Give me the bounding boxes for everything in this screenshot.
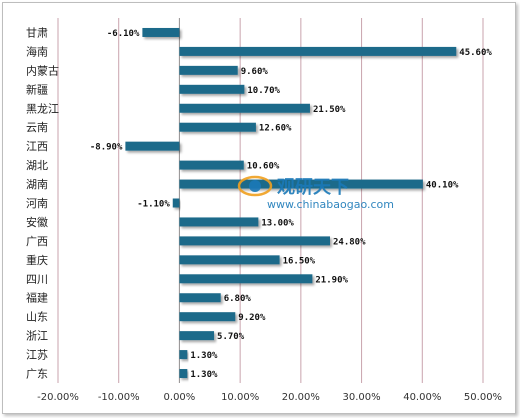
category-label: 甘肃 xyxy=(26,26,48,39)
category-label: 湖南 xyxy=(26,178,48,191)
value-label: 1.30% xyxy=(190,370,218,380)
watermark: 观研天下 www.chinabaogao.com xyxy=(237,175,394,211)
category-label: 江西 xyxy=(26,140,48,153)
bar xyxy=(179,331,215,341)
bar xyxy=(179,350,188,360)
x-tick-label: 50.00% xyxy=(464,392,502,403)
value-label: 40.10% xyxy=(426,181,459,191)
x-tick-label: 30.00% xyxy=(343,392,381,403)
category-label: 河南 xyxy=(26,197,48,210)
category-label: 云南 xyxy=(26,121,48,134)
bar xyxy=(179,217,259,227)
value-label: 6.80% xyxy=(224,294,252,304)
bar xyxy=(179,103,310,113)
value-label: 16.50% xyxy=(283,256,316,266)
category-label: 四川 xyxy=(26,273,48,286)
value-label: 10.60% xyxy=(247,162,280,172)
bar xyxy=(125,141,180,151)
x-tick-label: -10.00% xyxy=(98,392,140,403)
bar xyxy=(179,312,236,322)
value-label: 9.60% xyxy=(241,67,269,77)
bar xyxy=(179,274,313,284)
x-tick-label: 0.00% xyxy=(164,392,196,403)
watermark-cn: 观研天下 xyxy=(277,177,349,198)
value-label: 24.80% xyxy=(333,237,366,247)
category-label: 安徽 xyxy=(26,215,48,229)
value-label: 10.70% xyxy=(247,86,280,96)
value-label: 12.60% xyxy=(259,124,292,134)
bar xyxy=(179,293,221,303)
bar xyxy=(179,65,238,75)
bar xyxy=(179,179,423,189)
bar xyxy=(179,236,330,246)
category-label: 新疆 xyxy=(26,82,48,96)
category-label: 内蒙古 xyxy=(26,63,59,77)
bar xyxy=(179,46,457,56)
x-axis-ticks: -20.00% -10.00% 0.00% 10.00% 20.00% 30.00% 40.… xyxy=(37,392,502,403)
value-labels: -6.10% 45.60% 9.60% 10.70% 21.50% 12.60% -8.90… xyxy=(90,29,493,380)
value-label: 9.20% xyxy=(238,313,266,323)
value-label: 5.70% xyxy=(217,332,245,342)
value-label: 45.60% xyxy=(459,48,492,58)
bar xyxy=(172,198,180,208)
category-label: 广西 xyxy=(26,235,48,248)
value-label: 21.90% xyxy=(315,275,348,285)
x-tick-label: 10.00% xyxy=(221,392,259,403)
watermark-logo-icon xyxy=(237,175,273,197)
value-label: 21.50% xyxy=(313,105,346,115)
bar-chart: 甘肃海南内蒙古新疆黑龙江云南江西湖北湖南河南安徽广西重庆四川福建山东浙江江苏广东… xyxy=(26,18,502,403)
category-label: 重庆 xyxy=(26,253,48,267)
bars xyxy=(125,27,457,379)
category-label: 黑龙江 xyxy=(26,102,59,115)
category-label: 广东 xyxy=(26,368,48,381)
category-label: 浙江 xyxy=(26,330,48,343)
value-label: 13.00% xyxy=(261,218,294,228)
x-tick-label: 20.00% xyxy=(282,392,320,403)
value-label: 1.30% xyxy=(190,351,218,361)
x-tick-label: 40.00% xyxy=(403,392,441,403)
category-label: 山东 xyxy=(26,311,48,324)
bar xyxy=(179,84,245,94)
bar xyxy=(179,160,244,170)
category-label: 湖北 xyxy=(26,159,48,172)
bar xyxy=(179,255,280,265)
bar xyxy=(179,369,188,379)
value-label: -1.10% xyxy=(137,200,170,210)
category-label: 江苏 xyxy=(26,349,48,362)
value-label: -6.10% xyxy=(107,29,140,39)
x-tick-label: -20.00% xyxy=(37,392,79,403)
category-label: 福建 xyxy=(26,291,48,305)
value-label: -8.90% xyxy=(90,143,123,153)
category-label: 海南 xyxy=(26,44,48,58)
bar xyxy=(142,27,180,37)
chart-frame: 甘肃海南内蒙古新疆黑龙江云南江西湖北湖南河南安徽广西重庆四川福建山东浙江江苏广东… xyxy=(2,2,516,414)
watermark-en: www.chinabaogao.com xyxy=(267,198,394,211)
bar xyxy=(179,122,256,132)
